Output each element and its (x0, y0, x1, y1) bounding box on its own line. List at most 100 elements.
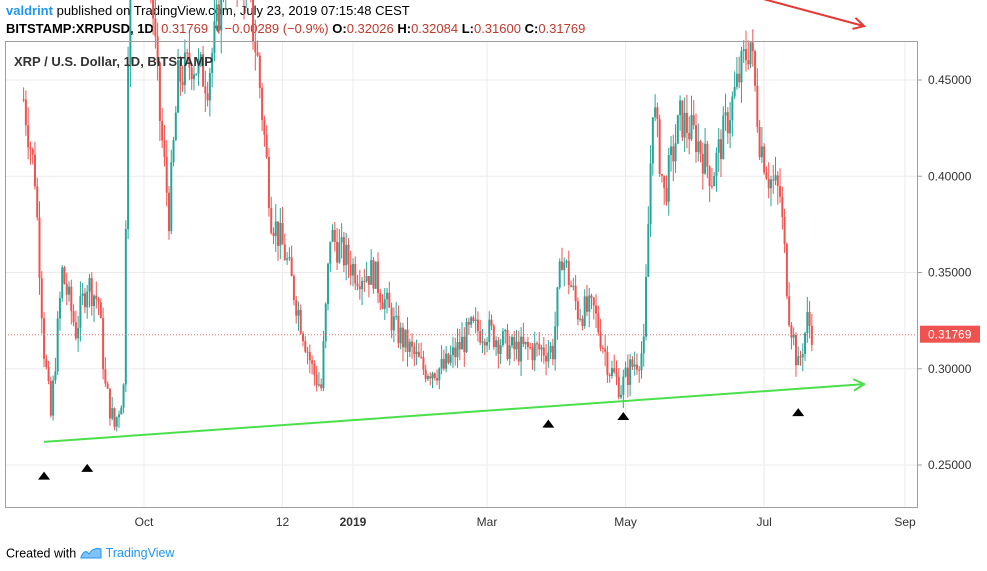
candle-body (77, 327, 80, 339)
last-price: 0.31769 (161, 21, 209, 36)
candle-body (279, 222, 282, 246)
candle-body (763, 146, 766, 173)
candle-body (338, 242, 341, 263)
chart-title: XRP / U.S. Dollar, 1D, BITSTAMP (14, 54, 213, 69)
x-tick-label: Sep (894, 515, 916, 529)
candle-body (292, 276, 295, 301)
candle-body (68, 286, 71, 295)
candle-body (411, 341, 414, 347)
candle-body (629, 359, 632, 385)
candle-body (79, 296, 82, 328)
candle-body (406, 329, 409, 352)
candle-body (179, 60, 182, 82)
candle-body (277, 221, 280, 246)
candle-body (174, 112, 177, 141)
candle-body (783, 217, 786, 245)
candle-body (604, 348, 607, 352)
candle-body (404, 329, 407, 348)
candle-body (579, 318, 582, 320)
candle-body (554, 326, 557, 360)
candle-body (744, 49, 747, 61)
candle-body (261, 88, 264, 121)
candle-body (486, 341, 489, 346)
candle-body (97, 298, 100, 303)
candle-body (113, 408, 116, 427)
candle-body (715, 152, 718, 176)
candle-body (465, 321, 468, 353)
candle-body (474, 319, 477, 322)
candle-body (342, 237, 345, 266)
candle-body (781, 196, 784, 218)
candle-body (508, 345, 511, 359)
candle-body (36, 186, 39, 218)
candle-body (499, 345, 502, 355)
candle-body (401, 327, 404, 348)
candle-body (365, 275, 368, 282)
candle-body (274, 221, 277, 237)
candle-body (120, 407, 123, 415)
candle-body (88, 278, 91, 292)
y-tick-label: 0.35000 (928, 266, 972, 280)
candle-body (206, 93, 209, 101)
support-arrow-icon (852, 378, 867, 392)
candle-body (595, 305, 598, 314)
candle-body (774, 175, 777, 181)
candle-body (165, 156, 168, 193)
candle-body (567, 261, 570, 286)
candle-body (440, 358, 443, 369)
candle-body (379, 293, 382, 303)
candle-body (43, 318, 46, 359)
candle-body (72, 311, 75, 323)
candle-body (501, 331, 504, 346)
candle-body (33, 154, 36, 187)
candle-body (808, 312, 811, 326)
candle-body (306, 351, 309, 353)
candle-body (270, 208, 273, 233)
x-tick-label: May (614, 515, 637, 529)
candle-body (370, 260, 373, 285)
candle-body (538, 343, 541, 350)
candle-body (454, 347, 457, 358)
candle-body (676, 115, 679, 144)
candle-body (447, 353, 450, 363)
candle-body (190, 67, 193, 80)
candle-body (299, 309, 302, 334)
candle-body (254, 41, 257, 53)
candle-body (122, 384, 125, 408)
candle-body (533, 343, 536, 361)
candle-body (488, 319, 491, 342)
candle-body (413, 346, 416, 355)
candle-body (83, 293, 86, 308)
candle-body (656, 107, 659, 120)
candle-body (638, 369, 641, 371)
candle-body (479, 331, 482, 343)
candle-body (654, 107, 657, 118)
candle-body (679, 100, 682, 116)
candle-body (688, 132, 691, 140)
open-label: O: (332, 21, 347, 36)
candle-body (267, 157, 270, 209)
close-label: C: (524, 21, 539, 36)
candle-body (45, 358, 48, 368)
grid-lines (5, 41, 918, 508)
candle-body (710, 186, 713, 188)
candle-body (417, 351, 420, 357)
candle-body (186, 52, 189, 54)
candle-body (288, 257, 291, 259)
candle-body (258, 55, 261, 89)
candle-body (590, 295, 593, 298)
candle-body (674, 143, 677, 162)
author-name[interactable]: valdrint (6, 3, 53, 18)
candle-body (717, 139, 720, 153)
candle-body (810, 325, 813, 345)
current-price-box (920, 325, 980, 343)
candle-body (570, 285, 573, 287)
tradingview-brand[interactable]: TradingView (105, 546, 175, 561)
close-value: 0.31769 (538, 21, 586, 36)
candle-body (551, 345, 554, 360)
resistance-trendline (763, 0, 865, 28)
candle-body (692, 115, 695, 126)
x-tick-label: 12 (276, 515, 290, 529)
candle-body (202, 54, 205, 87)
